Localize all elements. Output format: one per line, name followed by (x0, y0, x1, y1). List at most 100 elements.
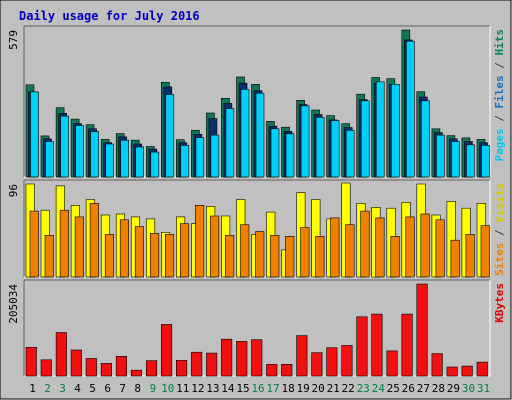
panel-bars (25, 29, 490, 178)
day-label: 24 (372, 382, 386, 395)
bar-kbytes (115, 355, 127, 377)
day-label: 11 (176, 382, 189, 395)
bar-kbytes (70, 349, 82, 377)
bar-kbytes (431, 353, 443, 377)
panel-max-label: 205034 (7, 284, 20, 324)
day-labels: 1 2 3 4 5 6 7 8 9 10 11 12 13 14 15 16 17 18 19 20 21 22 23 24 2… (29, 382, 490, 395)
bar-kbytes (251, 339, 263, 377)
day-label: 31 (477, 382, 490, 395)
bar-pages (420, 100, 430, 178)
bar-sites (74, 216, 84, 278)
day-label: 22 (342, 382, 355, 395)
day-label: 26 (402, 382, 415, 395)
day-label: 7 (119, 382, 126, 395)
day-label: 25 (387, 382, 400, 395)
bar-sites (270, 235, 280, 278)
bar-sites (225, 235, 235, 278)
panel-1: 579 Pages / Files / Hits (7, 25, 506, 178)
bar-kbytes (55, 332, 67, 377)
bar-pages (451, 141, 460, 178)
bar-pages (285, 133, 295, 178)
bar-sites (345, 224, 355, 278)
bar-pages (405, 40, 415, 178)
bar-kbytes (356, 316, 368, 377)
bar-sites (480, 225, 490, 278)
bar-kbytes (85, 358, 97, 377)
bar-sites (180, 223, 190, 278)
bar-pages (375, 81, 385, 178)
series-label-part: Files (493, 75, 506, 108)
series-label-part: Hits (493, 29, 506, 56)
day-label: 23 (357, 382, 370, 395)
bar-sites (59, 209, 69, 278)
bar-pages (120, 139, 129, 178)
bar-pages (330, 120, 340, 178)
bar-kbytes (206, 352, 218, 377)
bar-kbytes (461, 365, 473, 377)
bar-sites (360, 210, 370, 278)
bar-sites (150, 233, 160, 278)
bar-sites (44, 235, 54, 278)
bar-kbytes (221, 338, 233, 377)
bar-sites (315, 236, 325, 278)
day-label: 14 (221, 382, 235, 395)
panel-max-label: 96 (7, 184, 20, 197)
bar-pages (75, 125, 84, 178)
bar-pages (466, 144, 475, 178)
series-label-part: / (493, 223, 506, 243)
panel-series-label: Sites / Visits (493, 183, 506, 276)
bar-sites (240, 224, 250, 278)
bar-sites (195, 205, 205, 278)
bar-pages (180, 145, 190, 178)
day-label: 8 (134, 382, 141, 395)
day-label: 12 (191, 382, 204, 395)
bar-pages (360, 100, 370, 178)
panel-max-label: 579 (7, 30, 20, 50)
series-label-part: / (493, 56, 506, 76)
day-label: 30 (462, 382, 475, 395)
series-label-part: / (493, 109, 506, 129)
bar-pages (210, 134, 220, 178)
day-label: 2 (44, 382, 51, 395)
panel-series-label: KBytes (493, 283, 506, 323)
bar-sites (330, 217, 340, 278)
day-label: 10 (161, 382, 174, 395)
bar-pages (45, 141, 54, 178)
bar-kbytes (476, 361, 488, 377)
bar-pages (315, 117, 325, 178)
bar-pages (135, 146, 144, 178)
day-label: 17 (266, 382, 279, 395)
bar-kbytes (146, 360, 158, 377)
bar-pages (255, 92, 265, 178)
bar-sites (165, 234, 175, 278)
day-label: 3 (59, 382, 66, 395)
bar-kbytes (130, 369, 142, 377)
bar-pages (345, 130, 355, 178)
series-label-part: KBytes (493, 283, 506, 323)
bar-kbytes (25, 346, 37, 377)
bar-sites (255, 231, 265, 278)
day-label: 18 (281, 382, 294, 395)
day-label: 21 (327, 382, 340, 395)
day-label: 16 (251, 382, 264, 395)
bar-kbytes (386, 350, 398, 377)
bar-kbytes (266, 363, 278, 377)
bar-pages (225, 108, 235, 178)
bar-pages (195, 137, 205, 178)
panel-bars (25, 283, 488, 377)
series-label-part: Sites (493, 243, 506, 276)
bar-pages (390, 84, 400, 178)
bar-pages (30, 91, 39, 178)
bar-sites (134, 226, 144, 278)
bar-sites (210, 215, 220, 278)
bar-sites (435, 219, 445, 278)
bar-sites (89, 203, 99, 278)
bar-kbytes (296, 335, 308, 377)
bar-pages (165, 94, 175, 178)
bar-kbytes (371, 313, 383, 377)
bar-kbytes (341, 345, 353, 377)
bar-sites (420, 213, 430, 278)
bar-sites (405, 216, 415, 278)
day-label: 28 (432, 382, 445, 395)
bar-sites (29, 210, 39, 278)
